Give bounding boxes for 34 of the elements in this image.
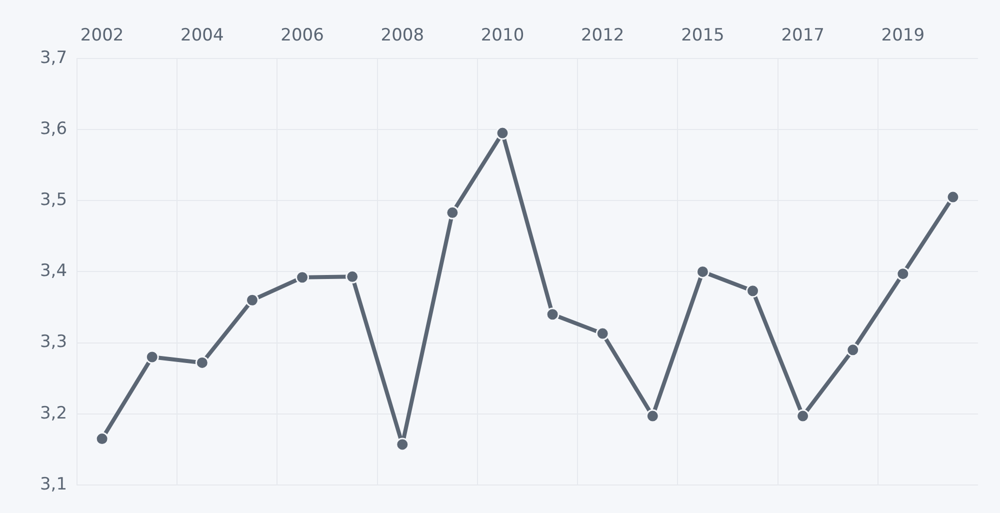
point: [496, 126, 510, 140]
y-tick-label: 3,2: [40, 403, 68, 424]
point: [746, 284, 760, 298]
point: [646, 409, 660, 423]
point: [195, 356, 209, 370]
point: [396, 438, 410, 452]
point: [95, 432, 109, 446]
point: [296, 270, 310, 284]
y-tick-label: 3,4: [40, 261, 68, 282]
point: [696, 264, 710, 278]
y-tick-label: 3,5: [40, 190, 68, 210]
x-tick-label: 2010: [480, 26, 524, 46]
x-tick-label: 2015: [681, 26, 724, 46]
x-tick-label: 2006: [280, 26, 324, 46]
point: [145, 350, 159, 364]
point: [596, 326, 610, 340]
x-tick-label: 2012: [580, 26, 624, 46]
point: [446, 206, 460, 220]
x-tick-label: 2002: [80, 26, 124, 46]
y-tick-label: 3,7: [40, 48, 68, 68]
y-tick-label: 3,6: [40, 118, 68, 139]
point: [846, 343, 860, 357]
y-tick-label: 3,1: [40, 474, 68, 494]
x-tick-label: 2008: [380, 26, 424, 46]
y-tick-label: 3,3: [40, 332, 68, 352]
point: [946, 190, 960, 204]
point: [896, 267, 910, 281]
x-tick-label: 2017: [781, 26, 824, 46]
x-tick-label: 2004: [180, 26, 224, 46]
point: [346, 270, 360, 284]
point: [245, 293, 259, 307]
point: [796, 409, 810, 423]
point: [546, 308, 560, 322]
x-tick-label: 2019: [881, 26, 925, 46]
